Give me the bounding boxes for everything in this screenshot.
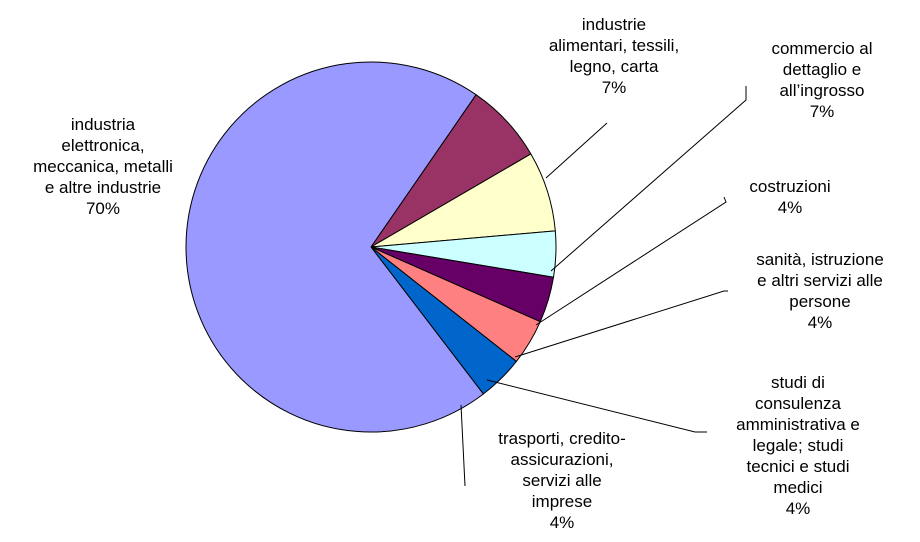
slice-label-4: sanità, istruzione e altri servizi alle pe… [756,249,884,333]
slice-label-2: commercio al dettaglio e all’ingrosso 7% [771,38,872,122]
slice-label-1: industrie alimentari, tessili, legno, cart… [549,14,679,98]
slice-label-line: tecnici e studi [746,457,850,476]
slice-label-line: costruzioni [749,177,831,196]
slice-label-line: legale; studi [752,436,844,455]
slice-label-line: sanità, istruzione [756,250,884,269]
slice-label-line: medici [773,478,823,497]
slice-label-line: e altre industrie [44,178,162,197]
slice-label-line: dettaglio e [782,60,862,79]
leader-line-2 [550,86,747,272]
slice-label-line: servizi alle [522,471,602,490]
slice-label-5: studi di consulenza amministrativa e legale… [736,372,860,519]
slice-label-line: industrie [581,15,647,34]
slice-label-line: persone [789,292,851,311]
slice-label-line: imprese [531,492,593,511]
slice-label-7: industria elettronica, meccanica, metalli e… [33,114,173,219]
slice-label-line: studi di [771,373,825,392]
slice-label-line: trasporti, credito- [498,429,626,448]
slice-label-line: alimentari, tessili, [548,36,680,55]
leader-line-6 [460,404,466,487]
leader-line-4 [514,290,728,358]
slice-percent-label: 4% [785,499,811,518]
slice-label-line: elettronica, [61,136,145,155]
slice-label-line: commercio al [771,39,873,58]
leader-lines [460,86,747,487]
leader-line-3 [535,196,727,326]
slice-percent-label: 4% [807,313,833,332]
pie-slice-7 [185,61,484,433]
slice-label-line: assicurazioni, [510,450,614,469]
slice-label-line: legno, carta [569,57,659,76]
pie-slices [185,61,557,433]
slice-label-line: industria [70,115,136,134]
leader-line-5 [486,379,707,433]
slice-label-line: consulenza [754,394,842,413]
slice-label-line: meccanica, metalli [33,157,173,176]
slice-label-line: all’ingrosso [779,81,865,100]
slice-percent-label: 4% [549,513,575,532]
slice-label-6: trasporti, credito-assicurazioni, servizi… [498,428,626,533]
slice-percent-label: 4% [777,198,803,217]
slice-percent-label: 7% [601,78,627,97]
slice-label-line: amministrativa e [736,415,860,434]
slice-percent-label: 70% [85,199,121,218]
leader-line-1 [545,122,608,179]
slice-label-line: e altri servizi alle [757,271,883,290]
slice-label-3: costruzioni 4% [749,176,830,218]
slice-percent-label: 7% [809,102,835,121]
